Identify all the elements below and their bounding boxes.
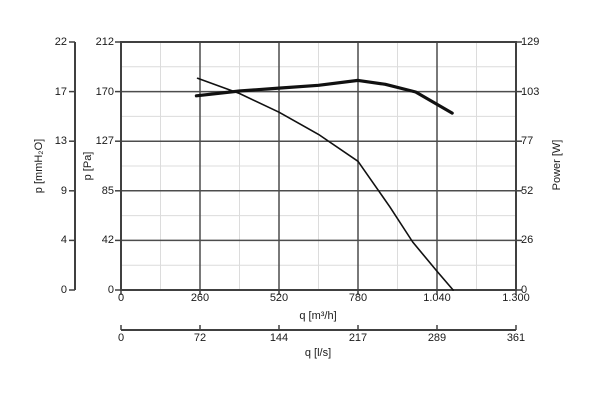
tick-label-power: 129 (521, 36, 540, 48)
tick-label-mmh2o: 9 (60, 184, 67, 197)
tick-label-pa: 212 (95, 36, 114, 48)
tick-label-power: 26 (521, 234, 534, 247)
tick-label-q-ls: 289 (427, 332, 447, 344)
flow-ls-axis-label: q [l/s] (304, 347, 332, 359)
tick-label-mmh2o: 13 (54, 135, 67, 148)
tick-label-mmh2o: 4 (60, 234, 67, 247)
tick-label-mmh2o: 22 (54, 36, 67, 48)
tick-label-q-m3h: 0 (117, 292, 125, 304)
tick-label-pa: 127 (95, 135, 114, 148)
tick-label-power: 103 (521, 85, 540, 98)
tick-label-q-ls: 361 (506, 332, 526, 344)
tick-label-q-m3h: 260 (190, 292, 210, 304)
tick-label-pa: 170 (95, 85, 114, 98)
plot-border (120, 41, 517, 291)
tick-label-power: 0 (521, 284, 528, 296)
tick-label-pa: 85 (101, 184, 114, 197)
tick-label-pa: 0 (107, 284, 114, 296)
power-axis-label: Power [W] (551, 139, 563, 191)
tick-label-mmh2o: 17 (54, 85, 67, 98)
tick-label-mmh2o: 0 (60, 284, 67, 296)
tick-label-q-m3h: 780 (348, 292, 368, 304)
tick-label-power: 52 (521, 184, 534, 197)
tick-label-q-ls: 217 (348, 332, 368, 344)
pressure-pa-axis-label: p [Pa] (82, 151, 94, 181)
tick-label-q-m3h: 520 (269, 292, 289, 304)
tick-label-q-m3h: 1.300 (502, 292, 530, 304)
tick-label-pa: 42 (101, 234, 114, 247)
tick-label-q-ls: 72 (193, 332, 207, 344)
tick-label-q-ls: 0 (117, 332, 125, 344)
flow-m3h-axis-label: q [m³/h] (299, 310, 337, 322)
tick-label-power: 77 (521, 135, 534, 148)
tick-label-q-ls: 144 (269, 332, 289, 344)
power-curve (194, 78, 454, 115)
tick-label-q-m3h: 1.040 (423, 292, 451, 304)
pressure-curve (196, 77, 454, 291)
